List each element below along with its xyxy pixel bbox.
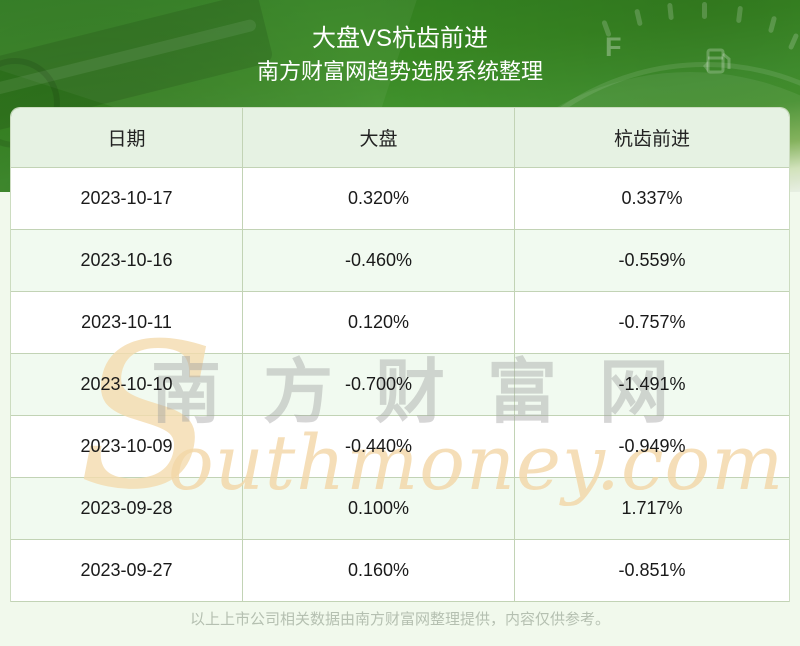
cell-value: -0.757% [618,312,686,332]
cell-value: 0.160% [347,560,410,580]
cell-value: 2023-09-28 [80,498,173,518]
table-cell: 2023-09-28 [11,478,243,539]
cell-value: 2023-10-10 [80,374,173,394]
table-cell: -0.440% [243,416,515,477]
gauge-tick [702,2,707,19]
cell-value: -0.460% [344,250,413,270]
cell-value: 2023-10-16 [80,250,173,270]
gauge-tick [735,5,744,24]
table-row: 2023-09-28 0.100% 1.717% [11,478,789,540]
gauge-full-label: F [605,32,622,62]
table-row: 2023-10-11 0.120% -0.757% [11,292,789,354]
column-header-label: 杭齿前进 [613,129,690,150]
table-cell: 0.120% [243,292,515,353]
cell-value: -0.949% [618,436,686,456]
table-cell: -0.460% [243,230,515,291]
column-header-date: 日期 [11,108,243,167]
fuel-pump-icon [703,48,731,74]
table-cell: -0.757% [515,292,789,353]
table-cell: 0.320% [243,168,515,229]
table-row: 2023-10-17 0.320% 0.337% [11,168,789,230]
gauge-tick [634,8,643,27]
table-cell: 2023-10-16 [11,230,243,291]
column-header-label: 大盘 [359,129,398,150]
cell-value: 0.320% [347,188,410,208]
table-cell: -0.559% [515,230,789,291]
comparison-table: 日期 大盘 杭齿前进 2023-10-17 0.320% 0.337% 2023-10… [10,107,790,602]
table-cell: -1.491% [515,354,789,415]
table-row: 2023-10-16 -0.460% -0.559% [11,230,789,292]
table-cell: 0.160% [243,540,515,601]
cell-value: -0.440% [344,436,413,456]
table-cell: -0.700% [243,354,515,415]
column-header-label: 日期 [107,129,146,150]
table-cell: 2023-10-11 [11,292,243,353]
table-cell: 1.717% [515,478,789,539]
column-header-market: 大盘 [243,108,515,167]
cell-value: 0.120% [347,312,410,332]
table-cell: 0.100% [243,478,515,539]
table-row: 2023-09-27 0.160% -0.851% [11,540,789,602]
cell-value: 1.717% [621,498,683,518]
table-cell: -0.949% [515,416,789,477]
cell-value: 2023-10-11 [81,312,172,332]
cell-value: 2023-10-17 [80,188,173,208]
table-cell: 2023-10-17 [11,168,243,229]
cell-value: 0.100% [347,498,410,518]
cell-value: 2023-10-09 [80,436,173,456]
cell-value: -0.559% [618,250,686,270]
table-cell: 2023-09-27 [11,540,243,601]
footer-disclaimer: 以上上市公司相关数据由南方财富网整理提供，内容仅供参考。 [189,611,610,628]
table-cell: 0.337% [515,168,789,229]
table-header-row: 日期 大盘 杭齿前进 [11,108,789,168]
table-row: 2023-10-09 -0.440% -0.949% [11,416,789,478]
table-body: 2023-10-17 0.320% 0.337% 2023-10-16 -0.460% -… [11,168,789,602]
table-cell: 2023-10-09 [11,416,243,477]
column-header-stock: 杭齿前进 [515,108,789,167]
cell-value: -0.700% [344,374,413,394]
cell-value: 2023-09-27 [80,560,173,580]
gauge-tick [667,2,674,21]
table-cell: -0.851% [515,540,789,601]
cell-value: -1.491% [618,374,686,394]
cell-value: 0.337% [621,188,683,208]
page-subtitle: 南方财富网趋势选股系统整理 [256,59,543,84]
table-cell: 2023-10-10 [11,354,243,415]
cell-value: -0.851% [618,560,686,580]
table-row: 2023-10-10 -0.700% -1.491% [11,354,789,416]
page-title: 大盘VS杭齿前进 [311,25,488,52]
